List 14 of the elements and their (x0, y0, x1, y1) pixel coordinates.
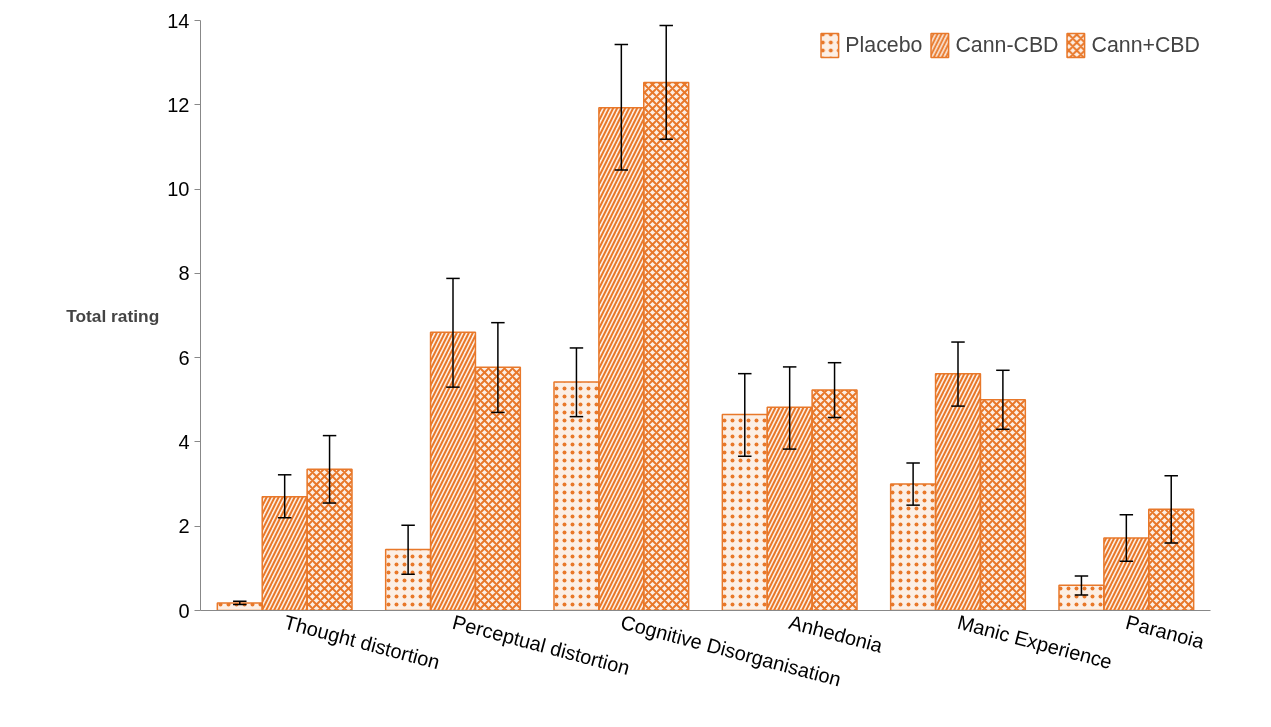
x-tick-label: Paranoia (1123, 610, 1208, 653)
y-axis-title: Total rating (66, 305, 160, 326)
y-tick-label: 2 (178, 515, 190, 538)
y-tick-label: 0 (178, 599, 190, 622)
legend-label: Placebo (845, 32, 923, 58)
y-tick-label: 14 (167, 9, 190, 32)
legend-label: Cann+CBD (1091, 32, 1200, 58)
y-tick-label: 6 (178, 346, 190, 369)
y-tick-label: 8 (178, 262, 190, 285)
y-tick-label: 10 (167, 178, 190, 201)
y-tick-label: 4 (178, 430, 190, 453)
y-tick-label: 12 (167, 93, 190, 116)
x-tick-label: Thought distortion (281, 610, 443, 674)
legend-label: Cann-CBD (955, 32, 1059, 58)
